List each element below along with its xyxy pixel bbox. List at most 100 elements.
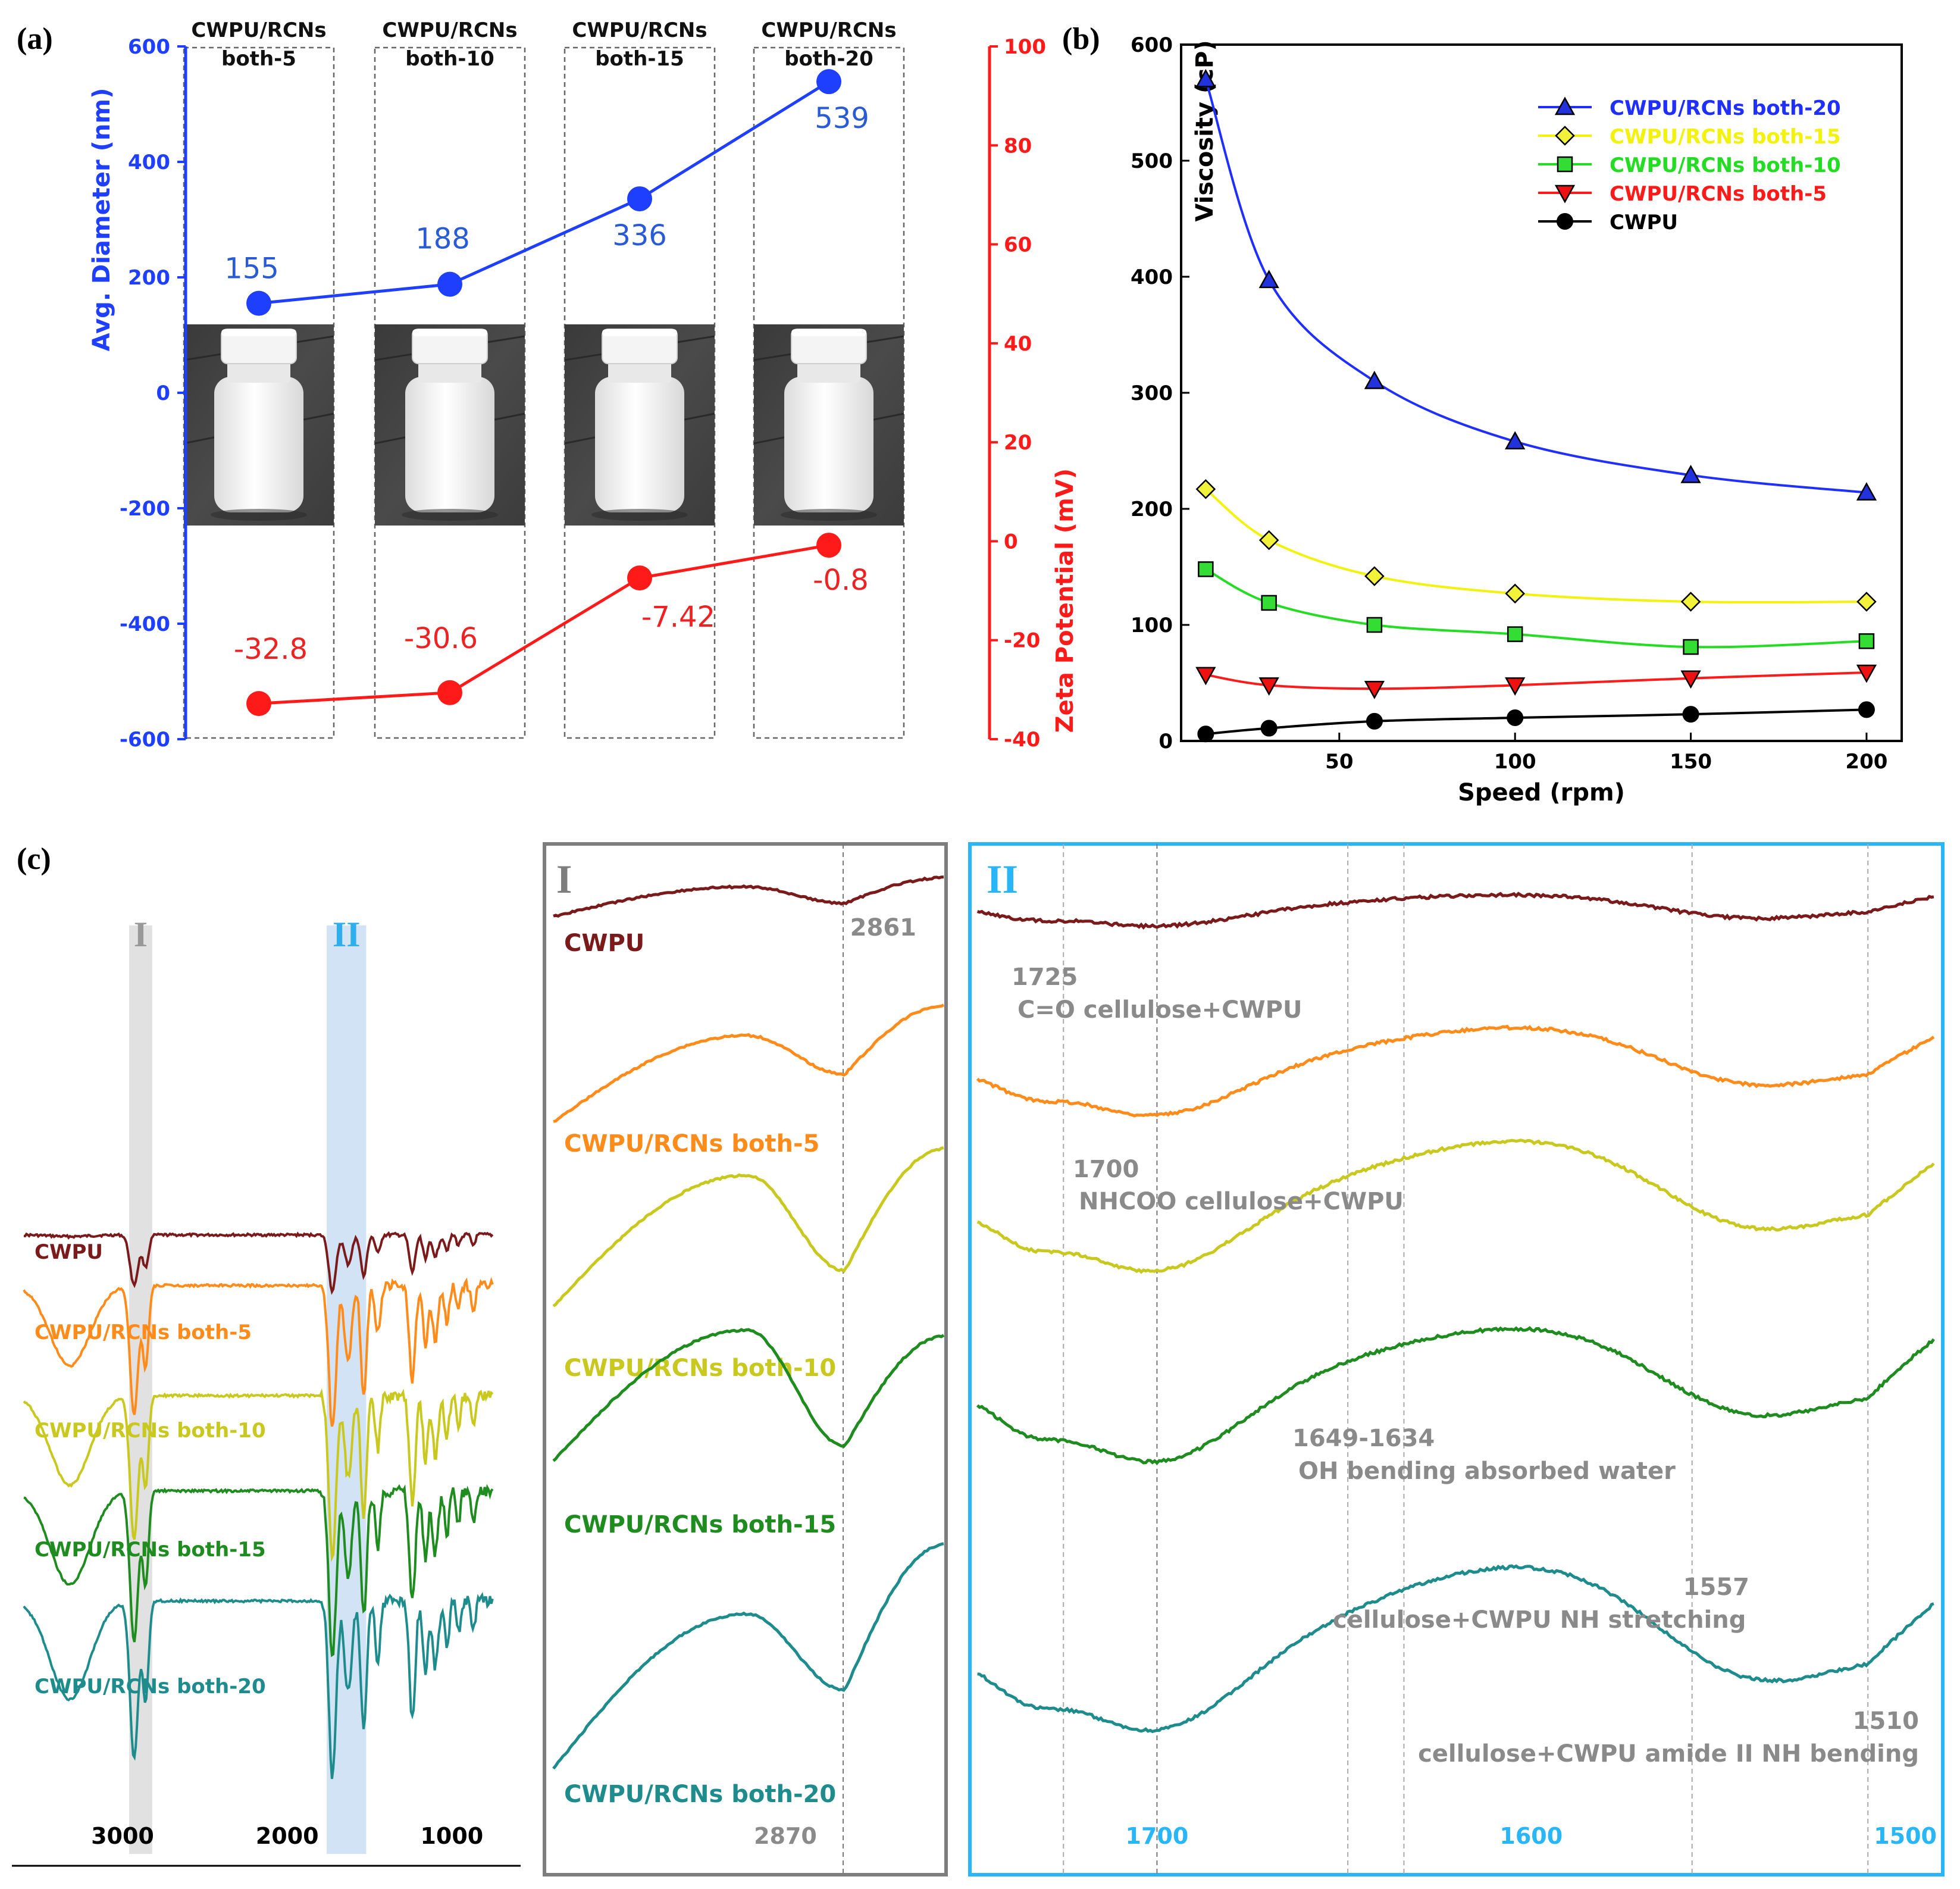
data-point bbox=[1258, 530, 1279, 551]
x-tick-label: 1500 bbox=[1874, 1823, 1937, 1849]
legend-marker bbox=[1554, 184, 1576, 204]
data-point bbox=[1364, 370, 1385, 389]
spectrum-label: CWPU/RCNs both-10 bbox=[35, 1419, 266, 1443]
spectrum-label: CWPU/RCNs both-15 bbox=[35, 1538, 266, 1562]
x-tick-label: 1600 bbox=[1499, 1823, 1563, 1849]
panel-label-b: (b) bbox=[1062, 22, 1100, 56]
right-y-axis-title: Zeta Potential (mV) bbox=[1051, 468, 1079, 733]
x-tick-label: 1700 bbox=[1126, 1823, 1189, 1849]
data-point bbox=[1682, 706, 1699, 723]
data-point bbox=[1505, 677, 1526, 696]
diameter-line bbox=[258, 80, 830, 305]
peak-description: NHCOO cellulose+CWPU bbox=[1079, 1188, 1404, 1215]
x-tick-label: 150 bbox=[1670, 750, 1712, 774]
data-point bbox=[1258, 677, 1279, 696]
zoom-spectrum bbox=[976, 1024, 1935, 1118]
panel-label-c: (c) bbox=[17, 842, 51, 876]
data-point bbox=[1261, 595, 1277, 611]
zoom-spectrum-label: CWPU/RCNs both-10 bbox=[564, 1355, 836, 1382]
zeta-point bbox=[246, 691, 271, 717]
ftir-spectrum bbox=[23, 1277, 494, 1427]
zoom-spectrum-label: CWPU/RCNs both-15 bbox=[564, 1511, 836, 1538]
bottle-photo bbox=[183, 324, 334, 526]
zoom-spectrum bbox=[976, 892, 1934, 930]
x-tick-label: 50 bbox=[1325, 750, 1353, 774]
zoom-spectrum bbox=[976, 1326, 1935, 1465]
y-tick-label: 400 bbox=[1131, 265, 1173, 289]
right-y-tick-label: 40 bbox=[1004, 332, 1032, 356]
data-point bbox=[1683, 639, 1699, 655]
left-y-tick-label: 0 bbox=[156, 381, 170, 405]
y-tick-label: 200 bbox=[1131, 498, 1173, 521]
data-point bbox=[1366, 617, 1383, 633]
zeta-data-label: -32.8 bbox=[234, 633, 308, 666]
x-tick-label: 2870 bbox=[754, 1823, 817, 1849]
zoom-frame-II bbox=[968, 842, 1945, 1877]
left-y-tick-label: 600 bbox=[128, 35, 170, 59]
legend-label: CWPU/RCNs both-10 bbox=[1610, 154, 1841, 177]
y-tick-label: 500 bbox=[1131, 149, 1173, 173]
peak-description: C=O cellulose+CWPU bbox=[1017, 996, 1302, 1024]
peak-annotation: 2861 bbox=[850, 914, 916, 942]
y-tick-label: 300 bbox=[1131, 381, 1173, 405]
zeta-point bbox=[437, 680, 462, 705]
data-point bbox=[1195, 479, 1216, 499]
zoom-spectrum-label: CWPU bbox=[564, 930, 644, 957]
highlight-region bbox=[327, 925, 367, 1854]
data-point bbox=[1198, 561, 1214, 577]
data-point bbox=[1366, 712, 1383, 730]
series-line bbox=[1205, 488, 1867, 604]
diameter-point bbox=[627, 186, 652, 212]
legend-label: CWPU bbox=[1610, 211, 1678, 234]
legend-marker bbox=[1555, 126, 1575, 146]
panel-a: (a) CWPU/RCNs both-5 CWPU/RCNs both-10 CWPU/… bbox=[17, 18, 1079, 752]
spectrum-label: CWPU/RCNs both-5 bbox=[35, 1321, 252, 1344]
bottle-photo bbox=[374, 324, 525, 526]
region-label: II bbox=[333, 915, 361, 954]
zoom-spectrum bbox=[552, 1146, 944, 1308]
zoom-spectrum bbox=[552, 1328, 945, 1462]
zoom-frame-label: I bbox=[556, 856, 572, 902]
zoom-spectrum bbox=[977, 1564, 1934, 1734]
peak-value-label: 1649-1634 bbox=[1292, 1425, 1435, 1452]
zoom-spectrum bbox=[553, 875, 944, 918]
category-label: CWPU/RCNs bbox=[191, 18, 326, 42]
data-point bbox=[1258, 270, 1279, 289]
y-tick-label: 0 bbox=[1159, 730, 1173, 753]
data-point bbox=[1507, 709, 1524, 726]
right-y-tick-label: -40 bbox=[1004, 728, 1040, 752]
data-point bbox=[1260, 720, 1278, 737]
diameter-data-label: 155 bbox=[224, 252, 279, 286]
series-line bbox=[1206, 708, 1867, 736]
zoom-frame-label: II bbox=[987, 856, 1018, 902]
zeta-point bbox=[627, 565, 652, 591]
category-label: both-15 bbox=[595, 47, 684, 71]
spectrum-label: CWPU bbox=[35, 1240, 103, 1264]
zeta-line bbox=[258, 543, 829, 705]
data-point bbox=[1680, 592, 1701, 612]
data-point bbox=[1858, 701, 1875, 718]
x-tick-label: 3000 bbox=[91, 1823, 154, 1849]
bottle-photo bbox=[753, 324, 904, 526]
legend-label: CWPU/RCNs both-20 bbox=[1610, 96, 1841, 120]
data-point bbox=[1856, 592, 1877, 612]
category-label: CWPU/RCNs bbox=[761, 18, 896, 42]
diameter-data-label: 539 bbox=[815, 102, 869, 135]
ftir-spectrum bbox=[23, 1591, 494, 1779]
data-point bbox=[1197, 725, 1214, 743]
legend-marker bbox=[1557, 213, 1573, 230]
zoom-spectrum bbox=[976, 1139, 1935, 1274]
ftir-spectrum bbox=[23, 1484, 494, 1657]
diameter-data-label: 188 bbox=[415, 223, 470, 256]
data-point bbox=[1505, 583, 1525, 604]
x-axis-title: Speed (rpm) bbox=[1458, 779, 1625, 806]
left-y-tick-label: 200 bbox=[128, 266, 170, 290]
x-tick-label: 1000 bbox=[420, 1823, 483, 1849]
zoom-spectrum bbox=[553, 1003, 945, 1123]
right-y-tick-label: 100 bbox=[1004, 35, 1046, 59]
data-point bbox=[1856, 482, 1877, 501]
data-point bbox=[1364, 566, 1385, 586]
left-y-tick-label: 400 bbox=[128, 151, 170, 174]
data-point bbox=[1856, 664, 1877, 683]
